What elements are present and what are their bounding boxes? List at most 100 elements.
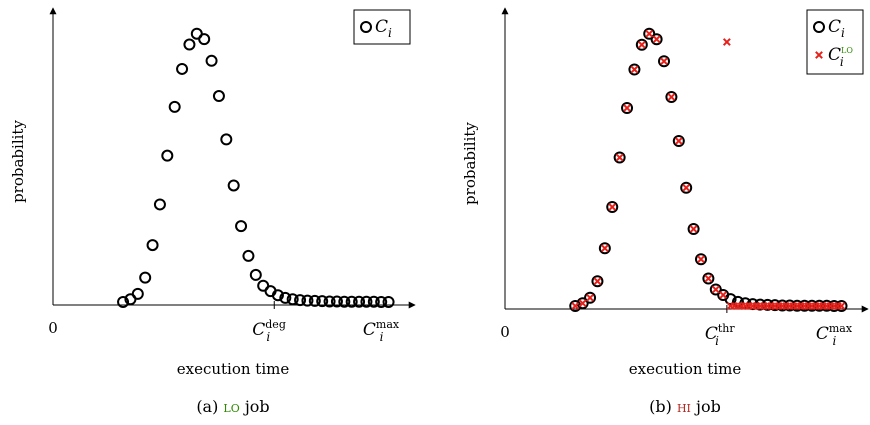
data-point bbox=[600, 244, 609, 253]
data-point bbox=[637, 40, 646, 49]
data-point bbox=[294, 294, 307, 307]
chart-panel-2: 0 Cthr i Cmax i execution time probability Ci Cl… bbox=[461, 7, 869, 416]
data-point bbox=[687, 223, 700, 235]
data-point bbox=[168, 100, 181, 113]
data-point bbox=[249, 268, 262, 281]
caption: (b) hi job bbox=[649, 397, 721, 416]
data-point bbox=[689, 225, 698, 233]
data-point bbox=[375, 296, 388, 308]
legend: Ci bbox=[353, 9, 411, 45]
data-point bbox=[161, 149, 174, 162]
data-point bbox=[571, 302, 580, 310]
data-point bbox=[719, 291, 728, 299]
legend: Ci Clo i bbox=[806, 9, 864, 75]
data-point bbox=[591, 275, 604, 288]
data-point bbox=[586, 293, 594, 302]
legend-label-text: Clo i bbox=[828, 43, 853, 69]
data-point bbox=[694, 253, 707, 266]
data-point bbox=[220, 133, 233, 146]
data-point bbox=[308, 294, 321, 307]
data-point bbox=[345, 295, 358, 308]
x-axis-label: execution time bbox=[177, 360, 290, 378]
legend-box bbox=[806, 9, 864, 75]
data-point bbox=[316, 295, 329, 308]
data-point bbox=[660, 57, 668, 66]
data-point bbox=[330, 295, 343, 308]
data-point bbox=[608, 203, 617, 211]
x-tick-label: 0 bbox=[500, 323, 510, 341]
data-point bbox=[722, 38, 731, 46]
data-point bbox=[227, 179, 240, 192]
series-circle bbox=[569, 27, 848, 312]
x-tick-label-text: Cmax i bbox=[363, 318, 400, 344]
data-point bbox=[360, 295, 373, 308]
data-point bbox=[682, 183, 691, 192]
y-axis-label: probability bbox=[461, 122, 479, 205]
legend-label-text: Ci bbox=[375, 17, 392, 40]
data-point bbox=[382, 296, 395, 308]
data-point bbox=[704, 274, 713, 283]
caption: (a) lo job bbox=[196, 397, 269, 416]
x-tick-label: Cmax i bbox=[816, 322, 853, 348]
data-point bbox=[242, 249, 255, 262]
data-point bbox=[613, 151, 626, 164]
y-axis-label: probability bbox=[9, 120, 27, 203]
data-point bbox=[665, 91, 678, 103]
data-point bbox=[146, 239, 159, 252]
data-point bbox=[286, 293, 299, 306]
data-point bbox=[837, 302, 846, 310]
series-circle bbox=[117, 27, 395, 308]
legend-marker bbox=[815, 51, 823, 59]
data-point bbox=[724, 293, 737, 306]
x-tick-label: Cdeg i bbox=[252, 318, 286, 344]
data-point bbox=[658, 55, 671, 68]
data-point bbox=[176, 62, 189, 75]
x-tick-label-text: Cmax i bbox=[816, 322, 853, 348]
data-point bbox=[680, 181, 693, 194]
x-tick-label: Cthr i bbox=[705, 322, 736, 348]
data-point bbox=[702, 272, 715, 285]
legend-marker bbox=[813, 21, 825, 33]
data-point bbox=[635, 38, 648, 51]
data-point bbox=[650, 33, 663, 46]
data-point bbox=[198, 33, 211, 46]
x-tick-label-text: Cdeg i bbox=[252, 318, 286, 344]
data-point bbox=[153, 198, 166, 211]
data-point bbox=[338, 295, 351, 308]
data-point bbox=[621, 102, 634, 114]
legend-label-text: Ci bbox=[828, 17, 845, 40]
data-point bbox=[645, 29, 654, 38]
data-point bbox=[630, 65, 639, 74]
data-point bbox=[117, 296, 130, 308]
data-point bbox=[131, 287, 144, 300]
data-point bbox=[279, 291, 292, 304]
data-point bbox=[593, 277, 602, 286]
legend-label: Clo i bbox=[828, 43, 853, 69]
data-point bbox=[615, 153, 624, 162]
series-cross bbox=[571, 29, 846, 310]
data-point bbox=[598, 242, 611, 255]
legend-marker bbox=[360, 21, 372, 33]
data-point bbox=[652, 35, 661, 44]
data-point bbox=[711, 285, 720, 294]
x-tick-label: Cmax i bbox=[363, 318, 400, 344]
data-point bbox=[667, 93, 676, 101]
legend-label: Ci bbox=[828, 17, 845, 40]
data-point bbox=[235, 220, 248, 233]
legend-label: Ci bbox=[375, 17, 392, 40]
data-point bbox=[323, 295, 336, 308]
data-point bbox=[674, 137, 683, 145]
data-point bbox=[578, 299, 587, 308]
data-point bbox=[271, 289, 284, 302]
data-point bbox=[353, 295, 366, 308]
data-point bbox=[672, 135, 685, 147]
data-point bbox=[139, 271, 152, 284]
data-point bbox=[628, 63, 641, 76]
x-tick-label-text: Cthr i bbox=[705, 322, 736, 348]
data-point bbox=[606, 201, 619, 213]
data-point bbox=[183, 38, 196, 51]
data-point bbox=[697, 255, 705, 264]
chart-panel-1: 0 Cdeg i Cmax i execution time probability Ci (a… bbox=[9, 7, 416, 416]
x-tick-label: 0 bbox=[48, 319, 58, 337]
